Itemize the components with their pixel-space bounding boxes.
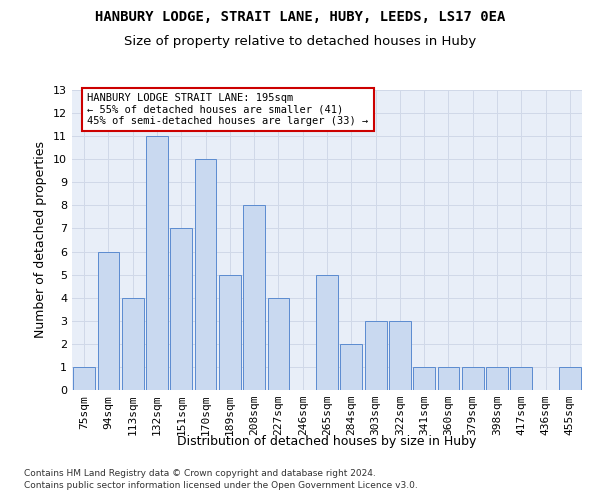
Bar bbox=[170, 228, 192, 390]
Bar bbox=[73, 367, 95, 390]
Text: Contains HM Land Registry data © Crown copyright and database right 2024.: Contains HM Land Registry data © Crown c… bbox=[24, 468, 376, 477]
Bar bbox=[559, 367, 581, 390]
Bar bbox=[268, 298, 289, 390]
Bar bbox=[194, 159, 217, 390]
Bar bbox=[316, 274, 338, 390]
Bar bbox=[511, 367, 532, 390]
Bar bbox=[462, 367, 484, 390]
Bar bbox=[437, 367, 460, 390]
Bar bbox=[340, 344, 362, 390]
Text: HANBURY LODGE, STRAIT LANE, HUBY, LEEDS, LS17 0EA: HANBURY LODGE, STRAIT LANE, HUBY, LEEDS,… bbox=[95, 10, 505, 24]
Bar bbox=[122, 298, 143, 390]
Bar bbox=[365, 321, 386, 390]
Bar bbox=[219, 274, 241, 390]
Y-axis label: Number of detached properties: Number of detached properties bbox=[34, 142, 47, 338]
Text: Distribution of detached houses by size in Huby: Distribution of detached houses by size … bbox=[178, 435, 476, 448]
Bar bbox=[486, 367, 508, 390]
Bar bbox=[97, 252, 119, 390]
Text: Size of property relative to detached houses in Huby: Size of property relative to detached ho… bbox=[124, 35, 476, 48]
Bar bbox=[146, 136, 168, 390]
Text: HANBURY LODGE STRAIT LANE: 195sqm
← 55% of detached houses are smaller (41)
45% : HANBURY LODGE STRAIT LANE: 195sqm ← 55% … bbox=[88, 93, 368, 126]
Bar bbox=[413, 367, 435, 390]
Text: Contains public sector information licensed under the Open Government Licence v3: Contains public sector information licen… bbox=[24, 481, 418, 490]
Bar bbox=[389, 321, 411, 390]
Bar bbox=[243, 206, 265, 390]
